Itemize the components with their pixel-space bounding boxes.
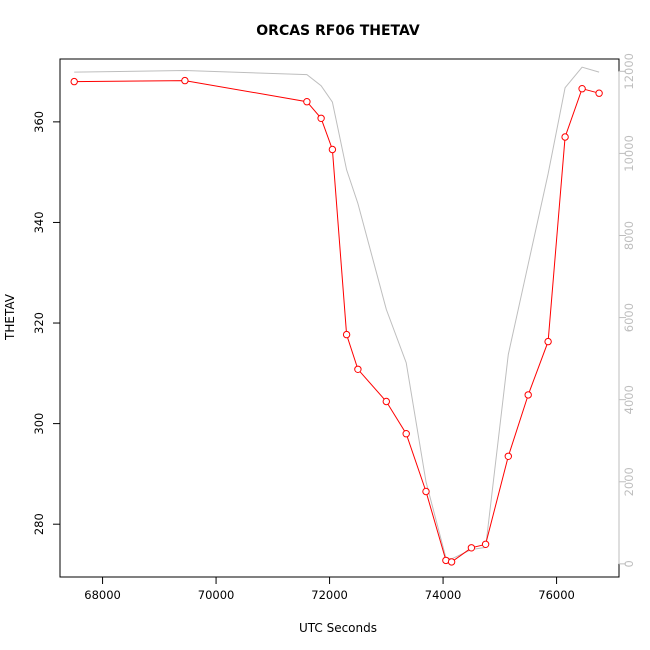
data-point [342,330,351,339]
data-point [181,76,189,85]
y-tick-label: 360 [32,111,46,133]
x-tick-label: 70000 [198,588,235,602]
y-axis-right: 0 2000 4000 6000 8000 10000 12000 [618,53,636,568]
data-point [382,397,390,406]
y-tick-label: 320 [32,312,46,334]
x-tick-label: 76000 [538,588,575,602]
data-point [544,337,552,346]
secondary-series-line [74,66,600,560]
data-point [328,145,337,154]
data-point [354,365,362,373]
chart-title: ORCAS RF06 THETAV [256,23,420,39]
y2-tick-label: 8000 [622,221,636,250]
data-point [578,85,586,93]
data-point [467,544,476,552]
y-tick-label: 340 [32,211,46,233]
data-point [595,89,603,97]
data-point [70,77,78,86]
data-point [317,114,325,123]
data-point [447,558,456,566]
y-tick-label: 300 [32,413,46,435]
y2-tick-label: 6000 [622,303,636,332]
data-point [303,98,311,106]
y-axis-left: 280 300 320 340 360 [32,111,61,535]
y2-tick-label: 12000 [622,53,636,90]
x-tick-label: 72000 [311,588,348,602]
data-point [504,452,512,460]
primary-series-line [74,80,600,563]
primary-series-points-layer [70,76,603,566]
y2-tick-label: 0 [622,560,636,567]
y2-tick-label: 10000 [622,135,636,172]
data-point [422,487,430,496]
y2-tick-label: 4000 [622,385,636,414]
primary-series-line-layer [74,80,600,563]
y2-tick-label: 2000 [622,467,636,496]
x-axis: 68000 70000 72000 74000 76000 [84,576,575,602]
x-axis-label: UTC Seconds [299,621,377,635]
secondary-series-line-layer [74,66,600,560]
data-point [561,133,569,141]
data-point [481,540,490,548]
data-point [402,430,410,438]
x-tick-label: 68000 [84,588,121,602]
y-tick-label: 280 [32,513,46,535]
data-point [524,391,532,399]
x-tick-label: 74000 [425,588,462,602]
y-axis-label: THETAV [3,293,17,341]
